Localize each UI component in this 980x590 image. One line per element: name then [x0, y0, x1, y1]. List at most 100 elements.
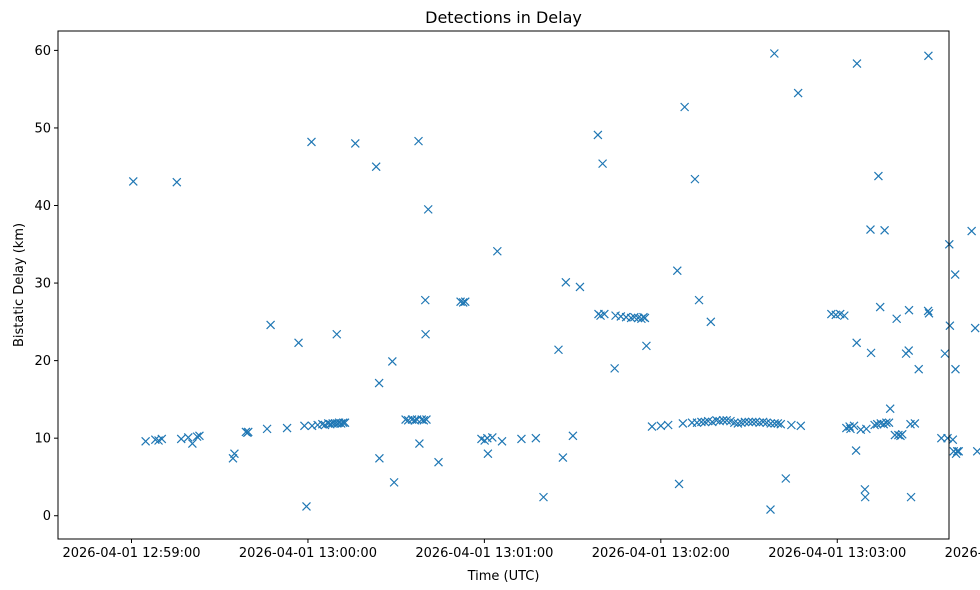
data-point-marker: [374, 453, 384, 463]
data-point-marker: [323, 419, 333, 428]
data-point-marker: [195, 431, 204, 441]
data-point-marker: [884, 418, 894, 428]
data-point-marker: [492, 246, 502, 256]
data-point-marker: [610, 363, 620, 373]
data-point-marker: [904, 305, 914, 315]
data-point-marker: [663, 420, 673, 430]
data-point-marker: [880, 225, 890, 235]
data-point-marker: [766, 419, 776, 428]
data-point-marker: [839, 311, 849, 321]
data-point-marker: [338, 418, 348, 428]
x-tick-label: 2026-04-01 13:04:00: [945, 546, 980, 561]
data-point-marker: [945, 321, 955, 331]
data-point-marker: [796, 421, 806, 431]
data-point-marker: [729, 418, 739, 428]
data-point-marker: [874, 171, 883, 181]
data-point-marker: [948, 435, 958, 445]
data-point-marker: [967, 226, 977, 236]
data-point-marker: [262, 424, 272, 434]
data-point-marker: [740, 417, 750, 427]
data-point-marker: [715, 416, 725, 426]
data-point-marker: [294, 338, 303, 348]
data-point-marker: [711, 415, 721, 425]
data-point-marker: [420, 295, 430, 305]
data-point-marker: [647, 422, 657, 431]
data-point-marker: [243, 427, 253, 437]
data-point-marker: [700, 417, 710, 427]
data-point-marker: [674, 479, 684, 489]
data-point-marker: [755, 418, 765, 428]
data-point-marker: [371, 162, 381, 172]
data-point-marker: [419, 415, 429, 425]
data-point-marker: [598, 159, 608, 169]
data-point-marker: [952, 446, 962, 456]
data-point-marker: [434, 457, 443, 467]
data-point-marker: [776, 419, 786, 429]
data-point-marker: [401, 415, 411, 424]
data-point-marker: [387, 356, 397, 366]
data-point-marker: [531, 433, 541, 443]
data-point-marker: [923, 306, 933, 316]
data-point-marker: [914, 364, 924, 374]
data-point-marker: [906, 492, 916, 502]
y-axis-label: Bistatic Delay (km): [12, 223, 27, 347]
data-point-marker: [421, 329, 430, 339]
data-point-marker: [350, 139, 360, 148]
y-tick-label: 30: [34, 277, 51, 292]
data-point-marker: [950, 270, 960, 279]
data-point-marker: [593, 130, 603, 140]
data-point-marker: [410, 415, 420, 425]
data-point-marker: [640, 313, 650, 323]
data-point-marker: [769, 49, 779, 58]
data-point-marker: [422, 415, 431, 424]
data-point-marker: [910, 419, 920, 428]
data-point-marker: [558, 453, 568, 462]
data-point-marker: [389, 477, 399, 487]
y-tick-label: 0: [43, 509, 51, 524]
data-point-marker: [694, 295, 704, 305]
data-point-marker: [128, 177, 138, 186]
data-point-marker: [744, 417, 754, 427]
y-tick-label: 40: [34, 199, 51, 214]
data-point-marker: [706, 317, 716, 327]
data-point-marker: [872, 419, 882, 429]
data-point-marker: [851, 446, 861, 456]
data-point-marker: [517, 434, 526, 444]
data-point-marker: [423, 204, 433, 214]
data-point-marker: [340, 418, 350, 428]
x-axis-label: Time (UTC): [467, 569, 540, 584]
data-point-marker: [183, 432, 193, 442]
data-point-marker: [852, 338, 862, 348]
data-point-marker: [172, 177, 182, 187]
data-point-marker: [460, 297, 470, 307]
data-point-marker: [458, 298, 468, 307]
x-tick-label: 2026-04-01 13:01:00: [415, 546, 553, 561]
data-point-marker: [849, 421, 859, 431]
data-point-marker: [954, 446, 964, 456]
data-point-marker: [860, 492, 870, 502]
data-point-marker: [230, 449, 239, 459]
data-point-marker: [575, 282, 585, 292]
data-point-marker: [414, 136, 423, 146]
data-point-marker: [332, 329, 342, 339]
x-tick-label: 2026-04-01 13:03:00: [768, 546, 906, 561]
data-point-marker: [690, 174, 700, 184]
data-point-marker: [626, 313, 636, 323]
data-point-marker: [861, 424, 871, 434]
data-point-marker: [302, 502, 311, 511]
data-point-marker: [866, 225, 875, 234]
data-point-marker: [904, 346, 914, 355]
data-point-marker: [747, 417, 757, 427]
data-point-marker: [885, 404, 895, 414]
data-point-marker: [539, 492, 548, 502]
data-point-marker: [374, 378, 384, 388]
y-axis-ticks: 0 10 20 30 40 50 60: [34, 44, 58, 524]
data-point-marker: [793, 88, 803, 98]
data-point-marker: [892, 314, 902, 324]
data-point-marker: [940, 349, 950, 359]
data-point-marker: [897, 429, 907, 439]
data-point-marker: [766, 505, 775, 514]
x-tick-label: 2026-04-01 12:59:00: [62, 546, 200, 561]
data-point-marker: [875, 302, 885, 312]
data-point-marker: [141, 436, 151, 446]
